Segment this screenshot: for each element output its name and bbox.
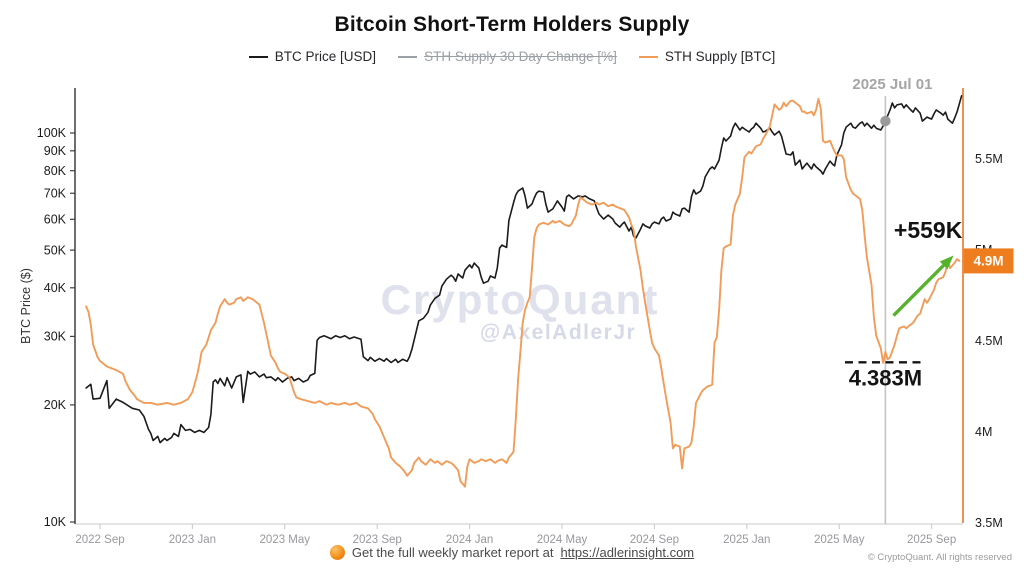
y-right-tick-label: 4.5M <box>975 334 1003 348</box>
marker-dot <box>880 115 891 127</box>
legend-label-sth-supply: STH Supply [BTC] <box>664 49 776 64</box>
y-left-tick-label: 70K <box>44 186 67 200</box>
supply-badge <box>963 248 1014 274</box>
legend-item-btc-price[interactable]: BTC Price [USD] <box>248 49 377 64</box>
legend-swatch-sth-change-icon <box>398 55 418 58</box>
y-right-tick-label: 3.5M <box>975 516 1003 530</box>
legend-label-btc-price: BTC Price [USD] <box>274 49 377 64</box>
x-tick-label: 2024 Jan <box>446 534 493 546</box>
low-value-label: 4.383M <box>849 365 922 390</box>
x-tick-label: 2023 May <box>260 534 311 546</box>
copyright-notice: © CryptoQuant. All rights reserved <box>867 552 1012 563</box>
legend: BTC Price [USD] STH Supply 30 Day Change… <box>0 49 1024 64</box>
x-tick-label: 2025 Jan <box>723 534 770 546</box>
legend-label-sth-change: STH Supply 30 Day Change [%] <box>424 49 617 64</box>
x-tick-label: 2023 Jan <box>169 534 216 546</box>
x-tick-label: 2025 Sep <box>907 534 956 546</box>
orange-ball-icon <box>329 545 345 560</box>
supply-badge-label: 4.9M <box>973 254 1003 269</box>
y-left-tick-label: 100K <box>37 126 67 140</box>
btc-price-line <box>85 95 963 444</box>
watermark-brand: CryptoQuant <box>381 276 660 323</box>
page-title: Bitcoin Short-Term Holders Supply <box>334 13 690 36</box>
y-left-tick-label: 80K <box>44 164 67 178</box>
x-tick-label: 2022 Sep <box>75 534 124 546</box>
x-tick-label: 2025 May <box>814 534 865 546</box>
y-left-tick-label: 60K <box>44 212 67 226</box>
legend-swatch-sth-supply-icon <box>638 55 658 58</box>
gain-arrow <box>892 264 945 317</box>
y-right-tick-label: 4M <box>975 425 992 439</box>
y-right-tick-label: 5.5M <box>975 152 1003 166</box>
x-tick-label: 2024 May <box>537 534 588 546</box>
watermark-handle: @AxelAdlerJr <box>480 321 636 344</box>
footer-report-banner: Get the full weekly market report at htt… <box>0 545 1024 560</box>
footer-link[interactable]: https://adlerinsight.com <box>560 545 695 560</box>
y-left-tick-label: 50K <box>44 243 67 257</box>
gain-arrow-head-icon <box>939 255 954 270</box>
legend-item-sth-supply[interactable]: STH Supply [BTC] <box>638 49 776 64</box>
footer-text: Get the full weekly market report at <box>351 545 554 560</box>
y-left-tick-label: 10K <box>44 515 67 529</box>
x-tick-label: 2024 Sep <box>630 534 679 546</box>
y-left-tick-label: 40K <box>44 281 67 295</box>
sth-supply-line <box>85 97 961 488</box>
marker-date-label: 2025 Jul 01 <box>852 76 932 93</box>
legend-item-sth-change[interactable]: STH Supply 30 Day Change [%] <box>398 49 617 64</box>
y-left-tick-label: 20K <box>44 398 67 412</box>
legend-swatch-btc-price-icon <box>248 55 268 58</box>
y-left-axis-title: BTC Price ($) <box>19 268 33 344</box>
y-left-tick-label: 90K <box>44 144 67 158</box>
gain-label: +559K <box>894 217 963 243</box>
x-tick-label: 2023 Sep <box>353 534 402 546</box>
y-left-tick-label: 30K <box>44 330 67 344</box>
